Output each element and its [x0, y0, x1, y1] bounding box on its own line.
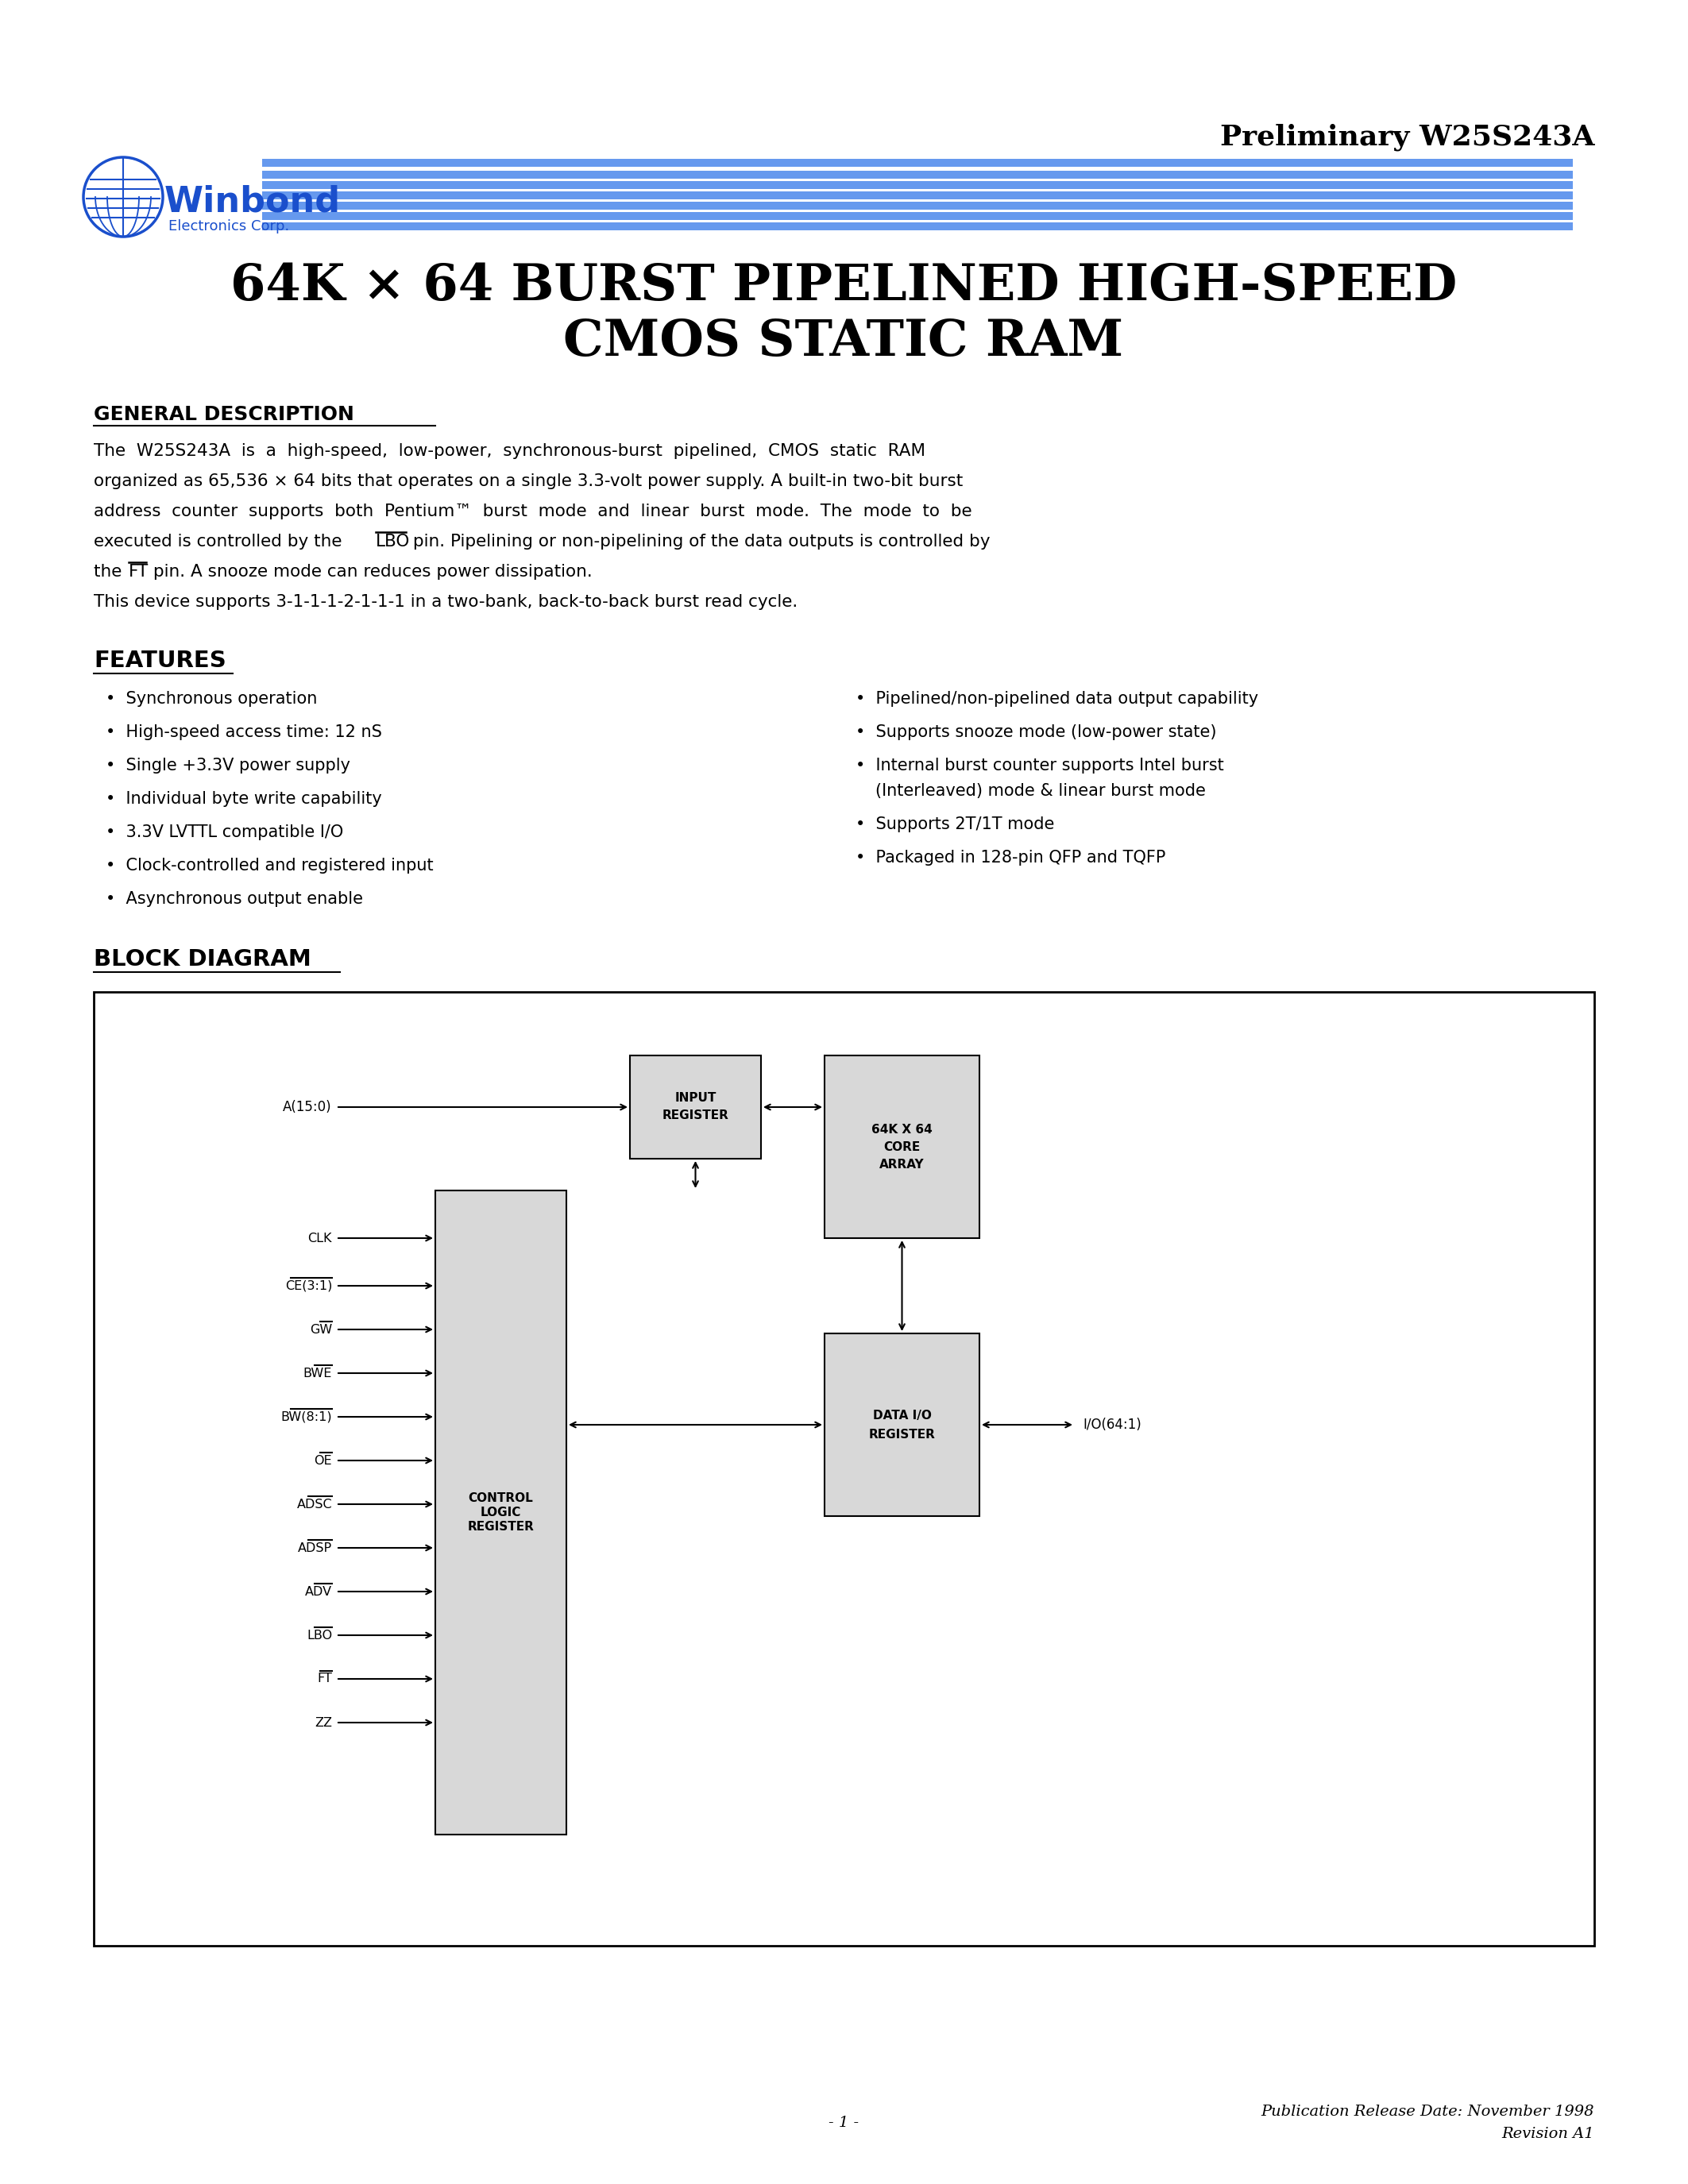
Text: REGISTER: REGISTER: [468, 1520, 533, 1533]
Text: OE: OE: [314, 1455, 333, 1465]
Text: •  Single +3.3V power supply: • Single +3.3V power supply: [106, 758, 351, 773]
Text: ZZ: ZZ: [314, 1717, 333, 1728]
Bar: [824, 1334, 979, 1516]
Bar: [262, 212, 1573, 221]
Text: REGISTER: REGISTER: [662, 1109, 729, 1120]
Text: FT: FT: [317, 1673, 333, 1684]
Text: REGISTER: REGISTER: [869, 1428, 935, 1439]
Text: the: the: [95, 563, 127, 579]
Text: (Interleaved) mode & linear burst mode: (Interleaved) mode & linear burst mode: [876, 782, 1205, 799]
Text: A(15:0): A(15:0): [284, 1101, 333, 1114]
Bar: [630, 1055, 761, 1160]
Text: INPUT: INPUT: [675, 1092, 716, 1103]
Text: •  Pipelined/non-pipelined data output capability: • Pipelined/non-pipelined data output ca…: [856, 690, 1258, 708]
Text: pin. Pipelining or non-pipelining of the data outputs is controlled by: pin. Pipelining or non-pipelining of the…: [407, 533, 991, 550]
Bar: [262, 159, 1573, 166]
Text: BW(8:1): BW(8:1): [280, 1411, 333, 1422]
Text: •  3.3V LVTTL compatible I/O: • 3.3V LVTTL compatible I/O: [106, 823, 343, 841]
Text: Revision A1: Revision A1: [1502, 2127, 1593, 2140]
Text: Publication Release Date: November 1998: Publication Release Date: November 1998: [1261, 2105, 1593, 2118]
Bar: [262, 223, 1573, 229]
Text: •  Supports 2T/1T mode: • Supports 2T/1T mode: [856, 817, 1055, 832]
Text: •  Individual byte write capability: • Individual byte write capability: [106, 791, 381, 806]
Text: organized as 65,536 × 64 bits that operates on a single 3.3-volt power supply. A: organized as 65,536 × 64 bits that opera…: [95, 474, 962, 489]
Text: ADV: ADV: [306, 1586, 333, 1597]
Text: LBO: LBO: [307, 1629, 333, 1640]
Text: CMOS STATIC RAM: CMOS STATIC RAM: [564, 317, 1124, 367]
Text: executed is controlled by the: executed is controlled by the: [95, 533, 348, 550]
Bar: [824, 1055, 979, 1238]
Text: 64K × 64 BURST PIPELINED HIGH-SPEED: 64K × 64 BURST PIPELINED HIGH-SPEED: [230, 262, 1457, 310]
Text: 64K X 64: 64K X 64: [871, 1123, 932, 1136]
Text: •  Synchronous operation: • Synchronous operation: [106, 690, 317, 708]
Text: •  Internal burst counter supports Intel burst: • Internal burst counter supports Intel …: [856, 758, 1224, 773]
Text: The  W25S243A  is  a  high-speed,  low-power,  synchronous-burst  pipelined,  CM: The W25S243A is a high-speed, low-power,…: [95, 443, 925, 459]
Text: This device supports 3-1-1-1-2-1-1-1 in a two-bank, back-to-back burst read cycl: This device supports 3-1-1-1-2-1-1-1 in …: [95, 594, 798, 609]
Text: Winbond: Winbond: [164, 183, 341, 218]
Text: address  counter  supports  both  Pentium™  burst  mode  and  linear  burst  mod: address counter supports both Pentium™ b…: [95, 505, 972, 520]
Text: FEATURES: FEATURES: [95, 649, 226, 673]
Text: Preliminary W25S243A: Preliminary W25S243A: [1220, 122, 1593, 151]
Text: LOGIC: LOGIC: [481, 1507, 522, 1518]
Bar: [262, 201, 1573, 210]
Text: •  High-speed access time: 12 nS: • High-speed access time: 12 nS: [106, 725, 381, 740]
Bar: [95, 992, 1593, 1946]
Text: CLK: CLK: [307, 1232, 333, 1245]
Text: ADSC: ADSC: [297, 1498, 333, 1509]
Text: I/O(64:1): I/O(64:1): [1082, 1417, 1141, 1433]
Text: ADSP: ADSP: [297, 1542, 333, 1553]
Text: FT: FT: [128, 563, 149, 579]
Text: CONTROL: CONTROL: [468, 1492, 533, 1505]
Text: CE(3:1): CE(3:1): [285, 1280, 333, 1291]
Text: GW: GW: [309, 1324, 333, 1334]
Text: •  Supports snooze mode (low-power state): • Supports snooze mode (low-power state): [856, 725, 1217, 740]
Text: •  Clock-controlled and registered input: • Clock-controlled and registered input: [106, 858, 434, 874]
Bar: [262, 192, 1573, 199]
Text: BWE: BWE: [304, 1367, 333, 1378]
Text: - 1 -: - 1 -: [829, 2116, 859, 2129]
Text: BLOCK DIAGRAM: BLOCK DIAGRAM: [95, 948, 311, 970]
Bar: [262, 170, 1573, 179]
Text: ARRAY: ARRAY: [879, 1158, 925, 1171]
Text: •  Packaged in 128-pin QFP and TQFP: • Packaged in 128-pin QFP and TQFP: [856, 850, 1166, 865]
Text: GENERAL DESCRIPTION: GENERAL DESCRIPTION: [95, 404, 354, 424]
Text: LBO: LBO: [376, 533, 410, 550]
Text: DATA I/O: DATA I/O: [873, 1409, 932, 1422]
Text: •  Asynchronous output enable: • Asynchronous output enable: [106, 891, 363, 906]
Text: CORE: CORE: [883, 1140, 920, 1153]
Bar: [262, 181, 1573, 190]
Text: Electronics Corp.: Electronics Corp.: [169, 218, 289, 234]
Text: pin. A snooze mode can reduces power dissipation.: pin. A snooze mode can reduces power dis…: [149, 563, 592, 579]
Bar: [436, 1190, 567, 1835]
